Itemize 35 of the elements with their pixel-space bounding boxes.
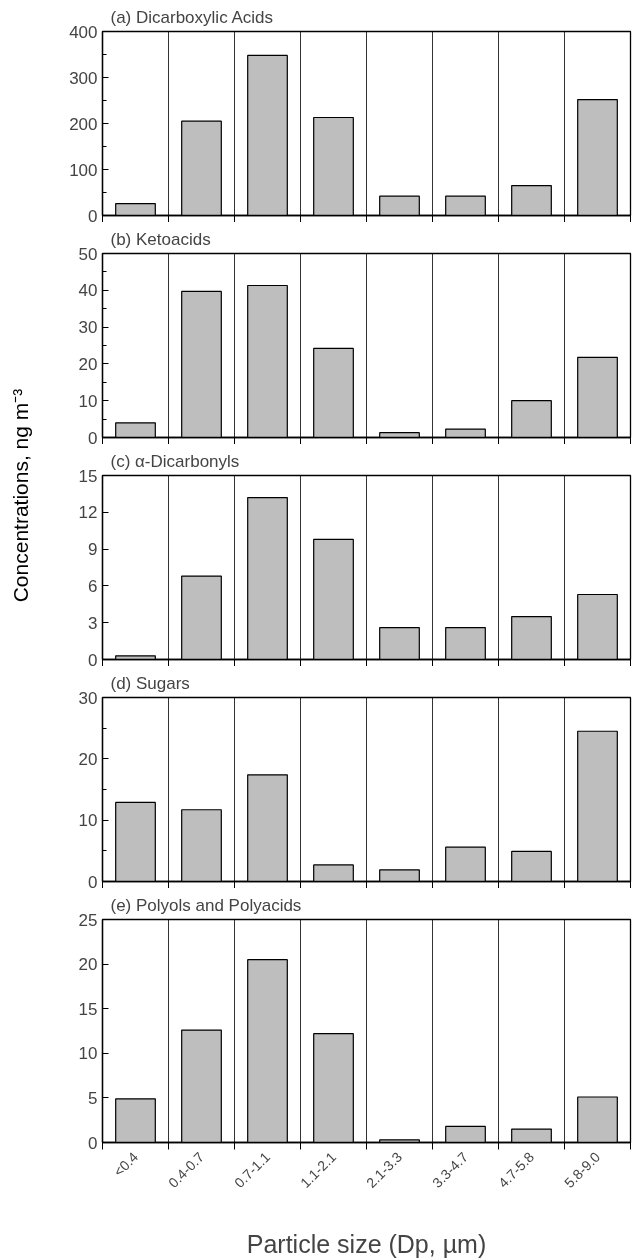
y-tick-label: 200 — [69, 114, 98, 134]
y-tick-label: 15 — [78, 466, 98, 486]
y-tick-label: 0 — [88, 428, 98, 448]
y-tick-label: 100 — [69, 160, 98, 180]
y-tick-label: 40 — [78, 281, 98, 301]
y-tick-label: 30 — [78, 688, 98, 708]
y-tick-label: 0 — [88, 650, 98, 670]
y-tick-label: 20 — [78, 749, 98, 769]
y-tick-label: 300 — [69, 68, 98, 88]
x-tick-label: <0.4 — [110, 1148, 142, 1180]
y-tick-label: 9 — [88, 540, 98, 560]
y-tick-label: 10 — [78, 811, 98, 831]
y-tick-label: 10 — [78, 1044, 98, 1064]
chart-title: (d) Sugars — [110, 673, 190, 693]
y-tick-label: 20 — [78, 955, 98, 975]
y-tick-label: 50 — [78, 244, 98, 264]
y-tick-label: 25 — [78, 910, 98, 930]
chart-title: (b) Ketoacids — [110, 229, 211, 249]
y-tick-label: 0 — [88, 206, 98, 226]
chart-title: (e) Polyols and Polyacids — [110, 895, 302, 915]
y-tick-label: 0 — [88, 872, 98, 892]
y-tick-label: 30 — [78, 318, 98, 338]
y-tick-label: 10 — [78, 391, 98, 411]
y-tick-label: 3 — [88, 613, 98, 633]
y-tick-label: 6 — [88, 576, 98, 596]
y-tick-label: 0 — [88, 1133, 98, 1153]
x-axis-title: Particle size (Dp, µm) — [246, 1229, 487, 1258]
y-tick-label: 5 — [88, 1088, 98, 1108]
y-tick-label: 20 — [78, 354, 98, 374]
y-tick-label: 400 — [69, 22, 98, 42]
y-tick-label: 12 — [78, 503, 98, 523]
y-tick-label: 15 — [78, 999, 98, 1019]
y-axis-title: Concentrations, ng m⁻³ — [9, 388, 32, 603]
chart-title: (c) α-Dicarbonyls — [110, 451, 240, 471]
chart-title: (a) Dicarboxylic Acids — [110, 7, 273, 27]
